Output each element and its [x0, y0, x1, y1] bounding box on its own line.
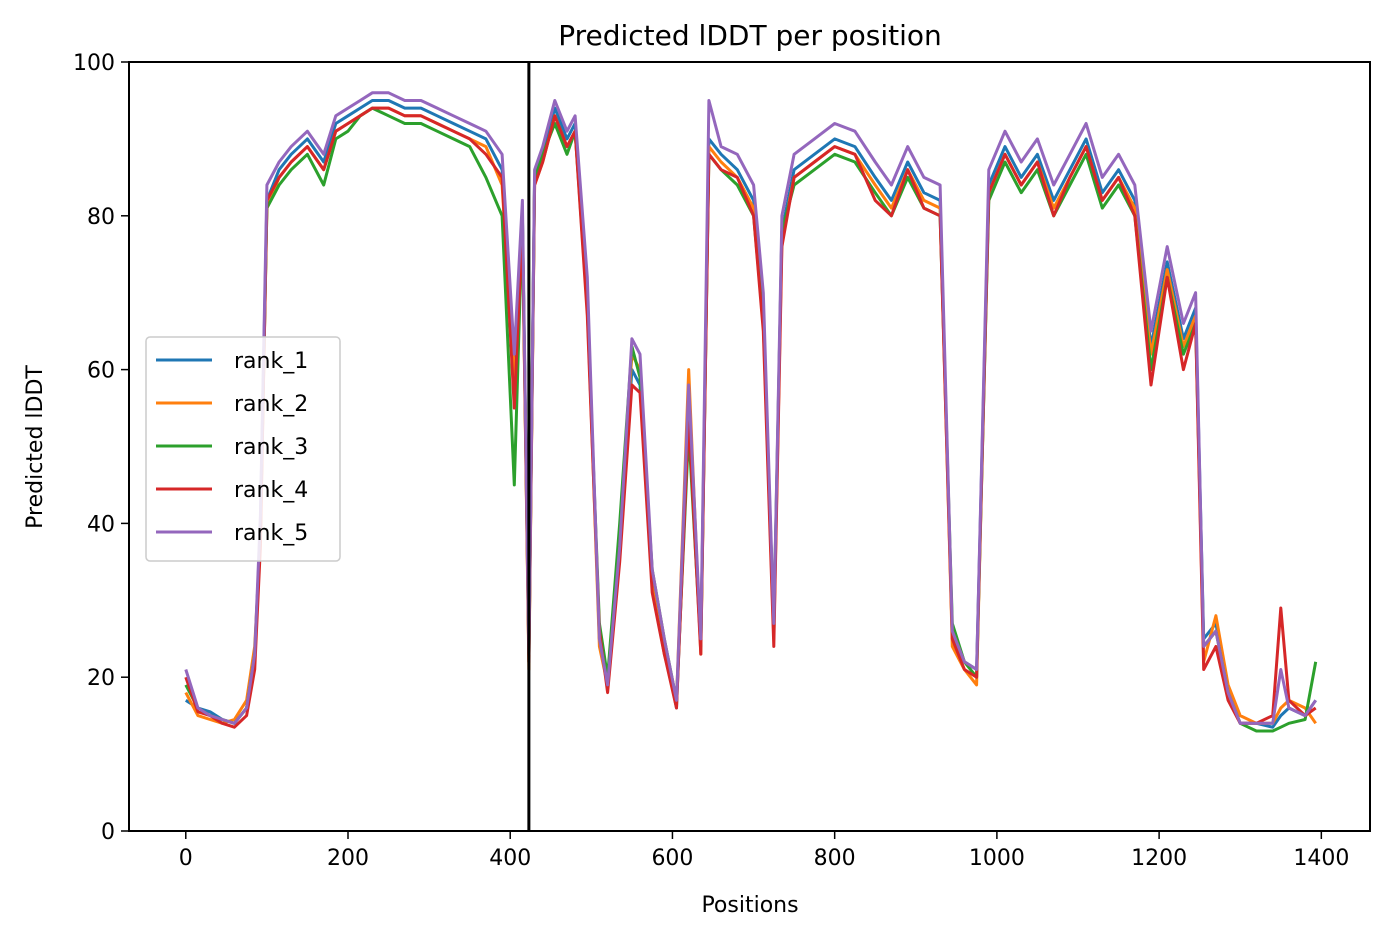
series-line-rank_5: [184, 91, 1317, 725]
x-tick-label: 1000: [969, 846, 1025, 871]
series-line-rank_1: [184, 99, 1317, 729]
y-tick-label: 60: [87, 359, 115, 384]
legend: rank_1 rank_2 rank_3 rank_4 rank_5: [145, 336, 341, 562]
x-tick-label: 1200: [1131, 846, 1187, 871]
series-line-rank_2: [184, 106, 1317, 725]
x-tick-label: 200: [327, 846, 369, 871]
x-tick-label: 0: [179, 846, 193, 871]
series-line-rank_4: [184, 106, 1317, 729]
y-tick-label: 20: [87, 666, 115, 691]
y-tick-label: 100: [73, 51, 115, 76]
legend-label-rank_1: rank_1: [234, 349, 308, 374]
legend-label-rank_2: rank_2: [234, 392, 308, 417]
series-layer: [184, 91, 1318, 733]
x-tick-label: 800: [814, 846, 856, 871]
x-axis-label: Positions: [701, 893, 798, 918]
legend-label-rank_4: rank_4: [234, 478, 308, 503]
y-tick-label: 0: [101, 820, 115, 845]
legend-label-rank_3: rank_3: [234, 435, 308, 460]
x-tick-label: 400: [489, 846, 531, 871]
x-tick-label: 600: [651, 846, 693, 871]
x-tick-label: 1400: [1293, 846, 1349, 871]
y-tick-label: 40: [87, 512, 115, 537]
legend-box: [145, 336, 341, 562]
chart-title: Predicted lDDT per position: [558, 19, 942, 52]
legend-label-rank_5: rank_5: [234, 521, 308, 546]
axes-layer: 0 200 400 600 800 1000 1200 1400 0 20 40 60 80 100: [73, 51, 1371, 871]
plot-frame: [128, 61, 1371, 832]
y-axis-label: Predicted lDDT: [23, 365, 48, 529]
y-tick-label: 80: [87, 205, 115, 230]
